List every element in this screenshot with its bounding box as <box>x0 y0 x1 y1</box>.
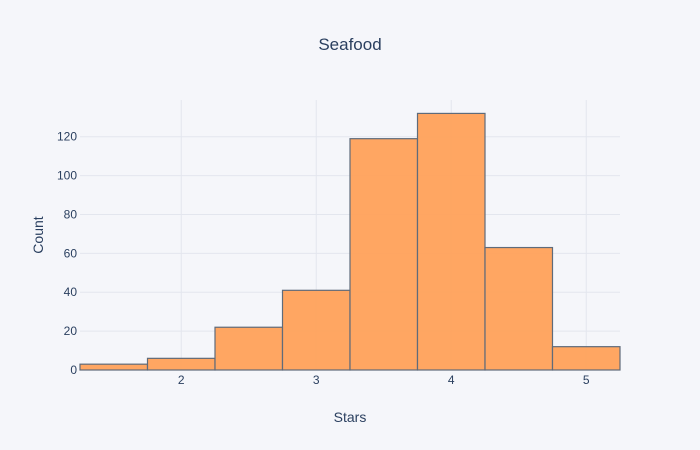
y-tick-label: 80 <box>64 207 78 221</box>
x-axis-label: Stars <box>334 409 367 425</box>
y-tick-label: 0 <box>70 363 77 377</box>
histogram-bar-1 <box>146 357 216 371</box>
y-axis-label: Count <box>30 216 46 253</box>
histogram-bar-5 <box>416 112 486 371</box>
y-tick-label: 60 <box>64 246 78 260</box>
y-tick-label: 100 <box>57 169 77 183</box>
y-tick-label: 40 <box>64 285 78 299</box>
x-tick-label: 2 <box>178 373 185 387</box>
y-axis-ticks: 0 20 40 60 80 100 120 <box>57 130 77 377</box>
y-tick-label: 20 <box>64 324 78 338</box>
y-tick-label: 120 <box>57 130 77 144</box>
x-axis-ticks: 2 3 4 5 <box>178 373 590 387</box>
x-tick-label: 5 <box>583 373 590 387</box>
x-tick-label: 4 <box>448 373 455 387</box>
histogram-bar-6 <box>484 246 554 371</box>
histogram-bar-0 <box>79 363 149 371</box>
histogram-bar-3 <box>281 289 351 371</box>
histogram-bar-7 <box>551 346 621 371</box>
x-tick-label: 3 <box>313 373 320 387</box>
histogram-bar-2 <box>214 326 284 371</box>
chart-title: Seafood <box>318 35 381 54</box>
histogram-bar-4 <box>349 138 419 371</box>
bars-group <box>79 112 621 371</box>
